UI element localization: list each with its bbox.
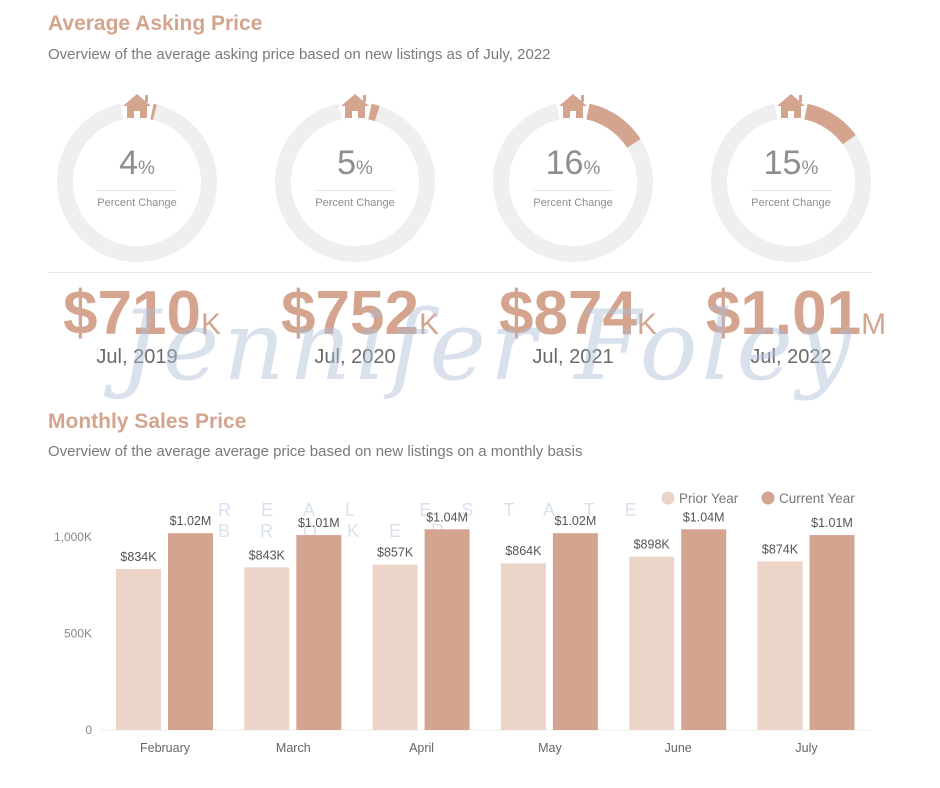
bar-prior-year bbox=[500, 563, 546, 730]
average-price-value: $710K bbox=[63, 279, 221, 348]
percent-label: Percent Change bbox=[533, 197, 613, 209]
data-label: $857K bbox=[377, 546, 414, 560]
legend-marker bbox=[761, 491, 775, 505]
y-tick-label: 500K bbox=[64, 627, 92, 641]
bar-prior-year bbox=[244, 567, 290, 730]
data-label: $1.01M bbox=[811, 516, 853, 530]
x-tick-label: May bbox=[538, 741, 562, 755]
percent-change-donut: 4% Percent Change bbox=[47, 92, 227, 272]
bar-current-year bbox=[168, 533, 213, 730]
data-label: $1.04M bbox=[683, 510, 725, 524]
section-subtitle-monthly: Overview of the average average price ba… bbox=[48, 443, 583, 460]
x-tick-label: April bbox=[409, 741, 434, 755]
data-label: $1.01M bbox=[298, 516, 340, 530]
section-title-monthly: Monthly Sales Price bbox=[48, 410, 247, 433]
legend-label: Prior Year bbox=[679, 491, 739, 506]
percent-change-donut: 15% Percent Change bbox=[701, 92, 881, 272]
x-tick-label: June bbox=[665, 741, 692, 755]
house-icon bbox=[559, 94, 587, 118]
data-label: $834K bbox=[120, 550, 157, 564]
donut-track bbox=[57, 103, 217, 262]
percent-change-donut: 5% Percent Change bbox=[265, 92, 445, 272]
data-label: $1.04M bbox=[426, 510, 468, 524]
percent-label: Percent Change bbox=[97, 197, 177, 209]
bar-current-year bbox=[424, 529, 470, 730]
section-title-asking-price: Average Asking Price bbox=[48, 12, 263, 35]
data-label: $843K bbox=[249, 548, 286, 562]
donut-track bbox=[493, 103, 653, 262]
data-label: $1.02M bbox=[555, 514, 597, 528]
period-label: Jul, 2022 bbox=[750, 346, 832, 368]
bar-current-year bbox=[681, 529, 727, 730]
legend-marker bbox=[661, 491, 675, 505]
bar-prior-year bbox=[372, 564, 418, 730]
bar-current-year bbox=[552, 533, 598, 730]
donut-fill bbox=[803, 103, 856, 145]
data-label: $864K bbox=[505, 544, 542, 558]
y-tick-label: 0 bbox=[85, 723, 92, 737]
house-icon bbox=[341, 94, 369, 118]
period-label: Jul, 2020 bbox=[314, 346, 396, 368]
percent-change-donut: 16% Percent Change bbox=[483, 92, 663, 272]
period-label: Jul, 2021 bbox=[532, 346, 614, 368]
bar-prior-year bbox=[629, 556, 675, 730]
percent-value: 16% bbox=[545, 144, 601, 182]
donut-fill bbox=[150, 103, 157, 121]
divider bbox=[48, 272, 872, 273]
bar-prior-year bbox=[116, 569, 161, 730]
legend-label: Current Year bbox=[779, 491, 855, 506]
percent-value: 4% bbox=[119, 144, 155, 182]
average-price-value: $752K bbox=[281, 279, 439, 348]
x-tick-label: July bbox=[795, 741, 818, 755]
percent-value: 15% bbox=[763, 144, 819, 182]
data-label: $898K bbox=[634, 538, 671, 552]
bar-prior-year bbox=[757, 561, 803, 730]
donut-track bbox=[711, 103, 871, 262]
average-price-value: $874K bbox=[499, 279, 657, 348]
x-tick-label: March bbox=[276, 741, 311, 755]
house-icon bbox=[123, 94, 151, 118]
x-tick-label: February bbox=[140, 741, 191, 755]
average-price-value: $1.01M bbox=[705, 279, 887, 348]
percent-label: Percent Change bbox=[315, 197, 395, 209]
percent-label: Percent Change bbox=[751, 197, 831, 209]
section-subtitle-asking-price: Overview of the average asking price bas… bbox=[48, 46, 551, 63]
bar-current-year bbox=[296, 535, 342, 730]
data-label: $874K bbox=[762, 542, 799, 556]
house-icon bbox=[777, 94, 805, 118]
donut-fill bbox=[586, 103, 641, 148]
bar-current-year bbox=[809, 535, 855, 730]
y-tick-label: 1,000K bbox=[54, 530, 92, 544]
percent-value: 5% bbox=[337, 144, 373, 182]
donut-track bbox=[275, 103, 435, 262]
period-label: Jul, 2019 bbox=[96, 346, 178, 368]
data-label: $1.02M bbox=[170, 514, 212, 528]
donut-fill bbox=[368, 103, 380, 122]
